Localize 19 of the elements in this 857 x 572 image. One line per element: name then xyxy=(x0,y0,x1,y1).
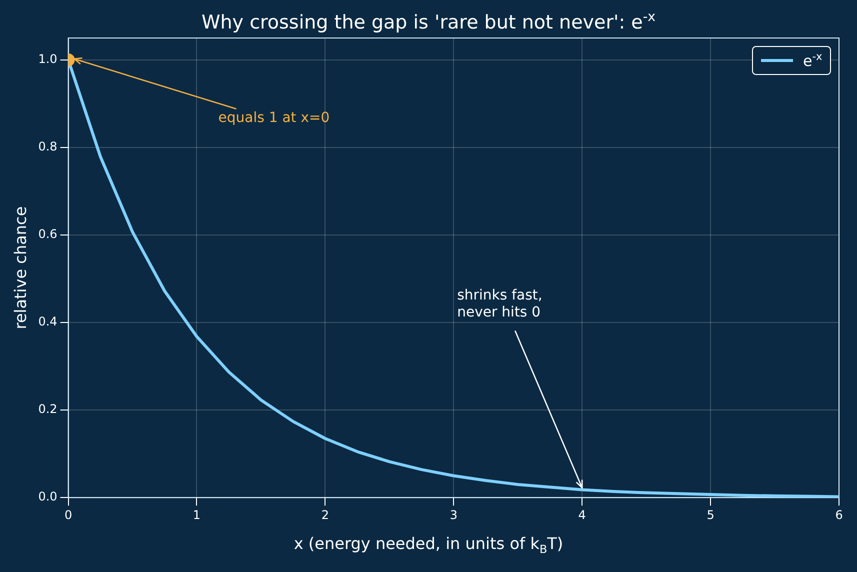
annotation: equals 1 at x=0 xyxy=(218,110,330,126)
y-axis-title: relative chance xyxy=(10,206,30,330)
y-tick-label: 0.8 xyxy=(38,140,58,154)
y-tick-label: 0.0 xyxy=(38,490,58,504)
x-axis-title: x (energy needed, in units of k$_{B}$T) xyxy=(292,534,564,556)
y-tick-label: 1.0 xyxy=(38,52,58,66)
chart-title: Why crossing the gap is 'rare but not never': e$^{-x}$ xyxy=(200,10,657,34)
x-tick-label: 6 xyxy=(835,508,843,522)
x-tick-label: 3 xyxy=(450,508,458,522)
y-tick-label: 0.2 xyxy=(38,402,58,416)
x-tick-label: 5 xyxy=(706,508,714,522)
x-tick-label: 0 xyxy=(64,508,72,522)
legend-label: e$^{-x}$ xyxy=(803,51,822,70)
x-tick-label: 2 xyxy=(321,508,330,522)
x-tick-label: 1 xyxy=(192,508,201,522)
x-tick-label: 4 xyxy=(578,508,586,522)
y-tick-label: 0.4 xyxy=(38,314,58,329)
y-tick-label: 0.6 xyxy=(38,227,58,242)
annotation: shrinks fast, never hits 0 xyxy=(457,288,542,321)
